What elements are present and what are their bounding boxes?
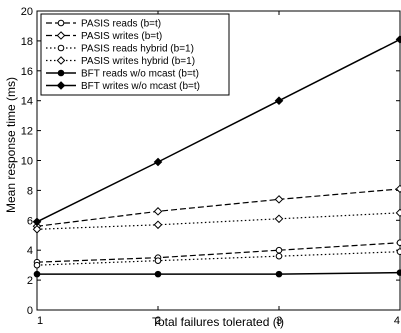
legend-entry: BFT reads w/o mcast (b=t)	[46, 69, 199, 80]
series-4	[32, 208, 401, 234]
legend-entry: PASIS writes (b=t)	[46, 31, 162, 42]
x-tick-label: 1	[37, 315, 43, 327]
legend-marker	[57, 69, 65, 77]
series-3	[33, 248, 401, 269]
legend-entry: PASIS writes hybrid (b=1)	[46, 56, 195, 67]
legend-label: BFT writes w/o mcast (b=t)	[81, 81, 200, 92]
legend-entry: BFT writes w/o mcast (b=t)	[46, 81, 200, 92]
legend-marker	[57, 19, 65, 27]
data-point	[396, 248, 401, 255]
legend-label: BFT reads w/o mcast (b=t)	[81, 69, 199, 80]
y-axis-label-group: Mean response time (ms)	[4, 77, 18, 213]
y-tick-label: 6	[27, 215, 33, 227]
legend-marker	[56, 56, 66, 65]
legend-box	[40, 13, 230, 96]
data-point	[395, 35, 401, 44]
y-tick-label: 0	[27, 305, 33, 317]
data-point	[33, 261, 41, 269]
y-tick-label: 10	[21, 156, 33, 168]
data-point	[154, 257, 162, 264]
series-line	[36, 38, 401, 223]
data-point	[153, 220, 163, 230]
data-point	[274, 96, 284, 106]
data-point	[275, 252, 283, 260]
legend-label: PASIS reads hybrid (b=1)	[81, 44, 194, 55]
data-point	[153, 157, 163, 167]
series-6	[32, 35, 401, 227]
data-point	[32, 217, 42, 227]
series-5	[33, 269, 401, 278]
x-tick-label: 4	[394, 315, 400, 327]
legend-label: PASIS writes (b=t)	[81, 31, 162, 42]
y-tick-label: 12	[21, 126, 33, 138]
y-tick-label: 18	[21, 36, 33, 48]
legend-marker	[56, 31, 66, 40]
legend-label: PASIS writes hybrid (b=1)	[81, 56, 195, 67]
data-point	[396, 239, 401, 247]
y-tick-label: 8	[27, 185, 33, 197]
data-point	[154, 270, 162, 278]
legend-entry: PASIS reads hybrid (b=1)	[46, 44, 194, 55]
data-point	[395, 184, 401, 194]
data-point	[32, 224, 42, 234]
y-tick-label: 14	[21, 96, 33, 108]
y-tick-label: 4	[27, 245, 33, 257]
x-tick-label: 2	[155, 315, 161, 327]
y-axis-label: Mean response time (ms)	[4, 77, 18, 213]
data-point	[274, 214, 284, 224]
series-line	[36, 251, 401, 266]
legend-label: PASIS reads (b=t)	[81, 19, 161, 30]
y-tick-label: 20	[21, 6, 33, 18]
series-line	[36, 188, 401, 227]
series-line	[36, 242, 401, 263]
y-tick-label: 2	[27, 275, 33, 287]
series-layer	[32, 35, 401, 278]
legend-entry: PASIS reads (b=t)	[46, 19, 161, 30]
legend: PASIS reads (b=t)PASIS writes (b=t) PASIS…	[40, 13, 230, 96]
data-point	[33, 270, 41, 278]
x-axis-label: Total failures tolerated (t)	[152, 315, 284, 329]
legend-marker	[56, 81, 66, 90]
data-point	[396, 269, 401, 276]
series-1	[33, 239, 401, 266]
legend-marker	[57, 44, 65, 52]
data-point	[274, 195, 284, 204]
series-line	[36, 212, 401, 230]
y-tick-label: 16	[21, 66, 33, 78]
data-point	[275, 246, 283, 254]
series-line	[37, 271, 401, 275]
data-point	[395, 208, 401, 218]
data-point	[275, 270, 283, 278]
x-tick-label: 3	[276, 315, 282, 327]
data-point	[153, 207, 163, 216]
series-2	[32, 184, 401, 231]
